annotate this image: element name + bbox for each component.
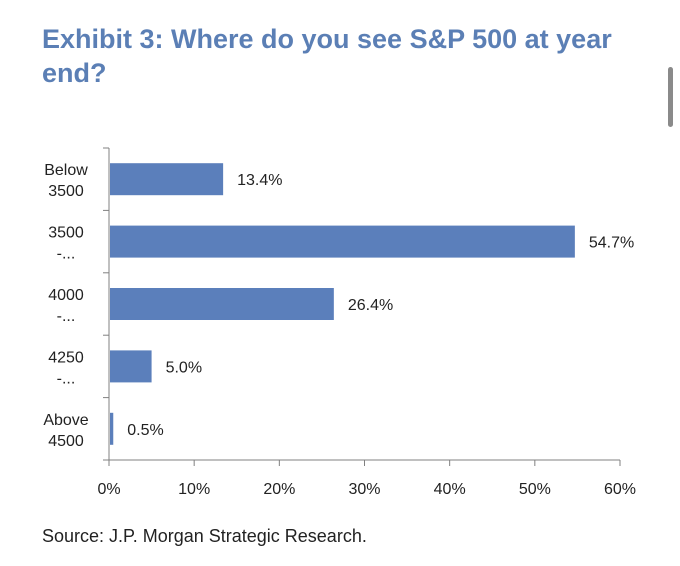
source-note: Source: J.P. Morgan Strategic Research.: [42, 526, 367, 546]
x-tick-label: 40%: [434, 481, 466, 498]
data-label: 13.4%: [237, 172, 282, 189]
x-tick-label: 20%: [263, 481, 295, 498]
bar: [110, 163, 224, 196]
data-label: 0.5%: [127, 422, 163, 439]
category-label: 4250 -...: [48, 349, 84, 387]
x-tick-label: 10%: [178, 481, 210, 498]
bar: [110, 225, 575, 258]
bar: [110, 412, 114, 445]
category-label: Below 3500: [44, 162, 88, 200]
scrollbar[interactable]: [668, 67, 673, 127]
category-label: 4000 -...: [48, 287, 84, 325]
bar: [110, 350, 152, 383]
chart-title: Exhibit 3: Where do you see S&P 500 at y…: [42, 24, 612, 88]
bar: [110, 288, 334, 320]
category-label: Above 4500: [43, 412, 88, 450]
x-tick-label: 60%: [604, 481, 636, 498]
data-label: 5.0%: [166, 359, 202, 376]
data-label: 26.4%: [348, 297, 393, 314]
data-label: 54.7%: [589, 235, 634, 252]
x-tick-label: 30%: [348, 481, 380, 498]
x-tick-label: 50%: [519, 481, 551, 498]
category-label: 3500 -...: [48, 225, 84, 263]
x-tick-label: 0%: [97, 481, 120, 498]
